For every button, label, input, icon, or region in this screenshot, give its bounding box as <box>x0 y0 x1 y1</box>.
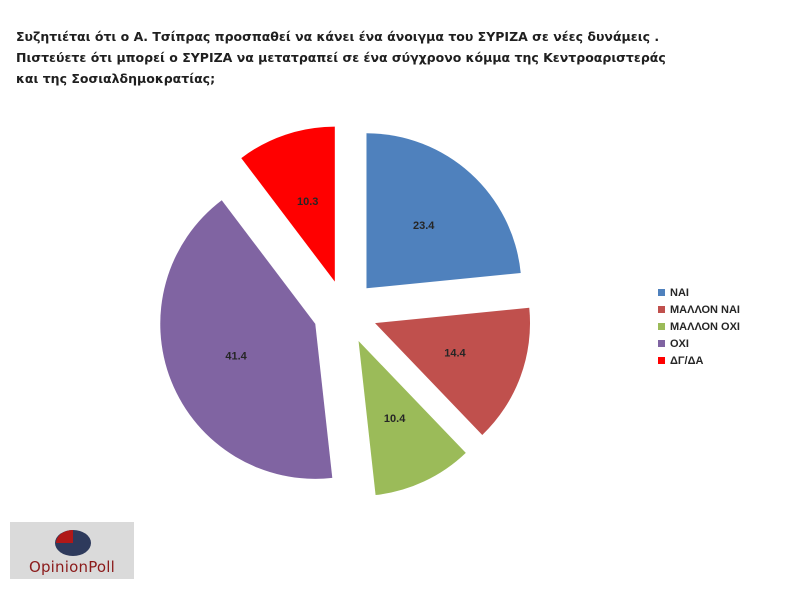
legend-label: ΜΑΛΛΟΝ ΝΑΙ <box>670 303 740 316</box>
data-label-2: 14.4 <box>444 348 466 360</box>
data-label-4: 41.4 <box>225 350 247 362</box>
legend-swatch <box>658 289 665 296</box>
legend-swatch <box>658 323 665 330</box>
pie-slice-1 <box>366 133 521 289</box>
legend-item-mallon-oxi: ΜΑΛΛΟΝ ΟΧΙ <box>658 318 740 335</box>
data-label-3: 10.4 <box>384 413 406 425</box>
legend-swatch <box>658 306 665 313</box>
pie-slice-3 <box>358 340 466 496</box>
legend-item-nai: ΝΑΙ <box>658 284 740 301</box>
title-line-2: Πιστεύετε ότι μπορεί ο ΣΥΡΙΖΑ να μετατρα… <box>16 50 666 65</box>
pie-slice-2 <box>375 307 531 435</box>
legend-label: ΟΧΙ <box>670 337 689 350</box>
legend-swatch <box>658 357 665 364</box>
logo-mark-icon <box>55 530 91 556</box>
legend-label: ΔΓ/ΔΑ <box>670 354 704 367</box>
legend-item-mallon-nai: ΜΑΛΛΟΝ ΝΑΙ <box>658 301 740 318</box>
data-label-1: 23.4 <box>413 220 435 232</box>
title-line-3: και της Σοσιαλδημοκρατίας; <box>16 71 216 86</box>
pie-slices <box>160 126 531 496</box>
legend-item-oxi: ΟΧΙ <box>658 335 740 352</box>
logo-text: OpinionPoll <box>28 558 116 576</box>
title-line-1: Συζητιέται ότι ο Α. Τσίπρας προσπαθεί να… <box>16 29 660 44</box>
legend-item-dg-da: ΔΓ/ΔΑ <box>658 352 740 369</box>
data-label-5: 10.3 <box>297 196 318 208</box>
pie-slice-5 <box>241 126 335 282</box>
chart-title: Συζητιέται ότι ο Α. Τσίπρας προσπαθεί να… <box>16 26 776 89</box>
pie-slice-4 <box>160 200 333 479</box>
chart-legend: ΝΑΙ ΜΑΛΛΟΝ ΝΑΙ ΜΑΛΛΟΝ ΟΧΙ ΟΧΙ ΔΓ/ΔΑ <box>658 284 740 369</box>
opinionpoll-logo: OpinionPoll <box>10 522 134 579</box>
legend-label: ΜΑΛΛΟΝ ΟΧΙ <box>670 320 740 333</box>
legend-swatch <box>658 340 665 347</box>
legend-label: ΝΑΙ <box>670 286 689 299</box>
pie-data-labels: 23.4 14.4 10.4 41.4 10.3 <box>225 196 466 425</box>
